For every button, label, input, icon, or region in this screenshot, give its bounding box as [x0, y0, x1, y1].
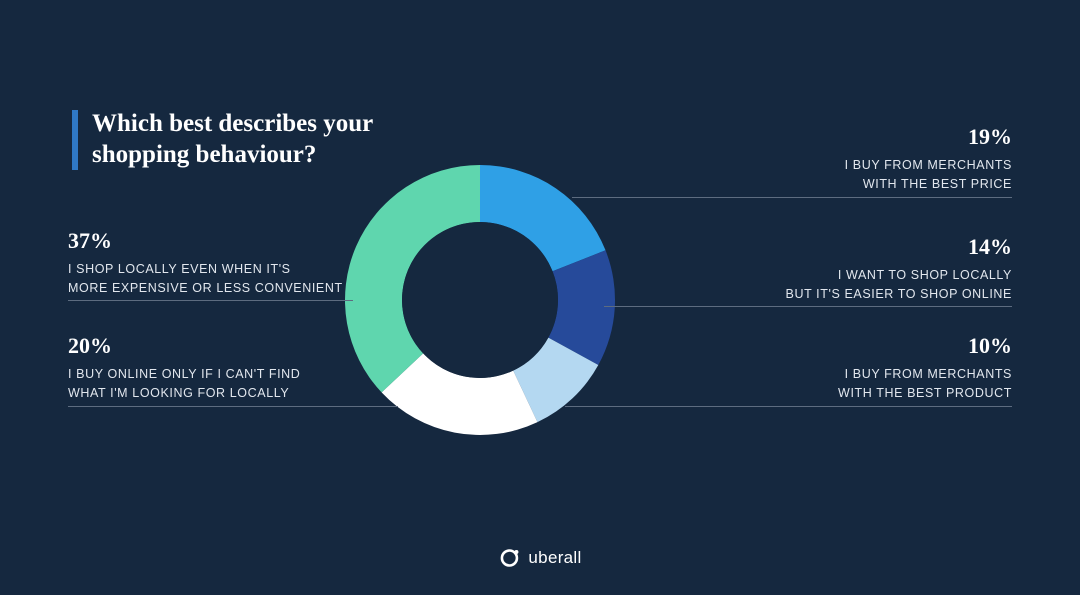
- brand-name: uberall: [528, 548, 581, 568]
- callout-local-easier: 14% I WANT TO SHOP LOCALLY BUT IT'S EASI…: [786, 234, 1012, 305]
- leader-line-best-price: [572, 197, 1012, 198]
- leader-line-best-product: [565, 406, 1012, 407]
- infographic-canvas: Which best describes your shopping behav…: [0, 0, 1080, 595]
- callout-online-only: 20% I BUY ONLINE ONLY IF I CAN'T FIND WH…: [68, 333, 300, 404]
- callout-shop-locally: 37% I SHOP LOCALLY EVEN WHEN IT'S MORE E…: [68, 228, 343, 299]
- pct-best-product: 10%: [838, 333, 1012, 359]
- donut-hole: [402, 222, 558, 378]
- desc-shop-locally: I SHOP LOCALLY EVEN WHEN IT'S MORE EXPEN…: [68, 260, 343, 299]
- brand-ring-icon: [498, 547, 520, 569]
- pct-shop-locally: 37%: [68, 228, 343, 254]
- callout-best-product: 10% I BUY FROM MERCHANTS WITH THE BEST P…: [838, 333, 1012, 404]
- desc-best-price: I BUY FROM MERCHANTS WITH THE BEST PRICE: [845, 156, 1012, 195]
- leader-line-local-easier: [604, 306, 1012, 307]
- desc-best-product: I BUY FROM MERCHANTS WITH THE BEST PRODU…: [838, 365, 1012, 404]
- desc-local-easier: I WANT TO SHOP LOCALLY BUT IT'S EASIER T…: [786, 266, 1012, 305]
- pct-best-price: 19%: [845, 124, 1012, 150]
- pct-online-only: 20%: [68, 333, 300, 359]
- desc-online-only: I BUY ONLINE ONLY IF I CAN'T FIND WHAT I…: [68, 365, 300, 404]
- brand-logo: uberall: [498, 547, 581, 569]
- pct-local-easier: 14%: [786, 234, 1012, 260]
- leader-line-shop-locally: [68, 300, 353, 301]
- leader-line-online-only: [68, 406, 398, 407]
- callout-best-price: 19% I BUY FROM MERCHANTS WITH THE BEST P…: [845, 124, 1012, 195]
